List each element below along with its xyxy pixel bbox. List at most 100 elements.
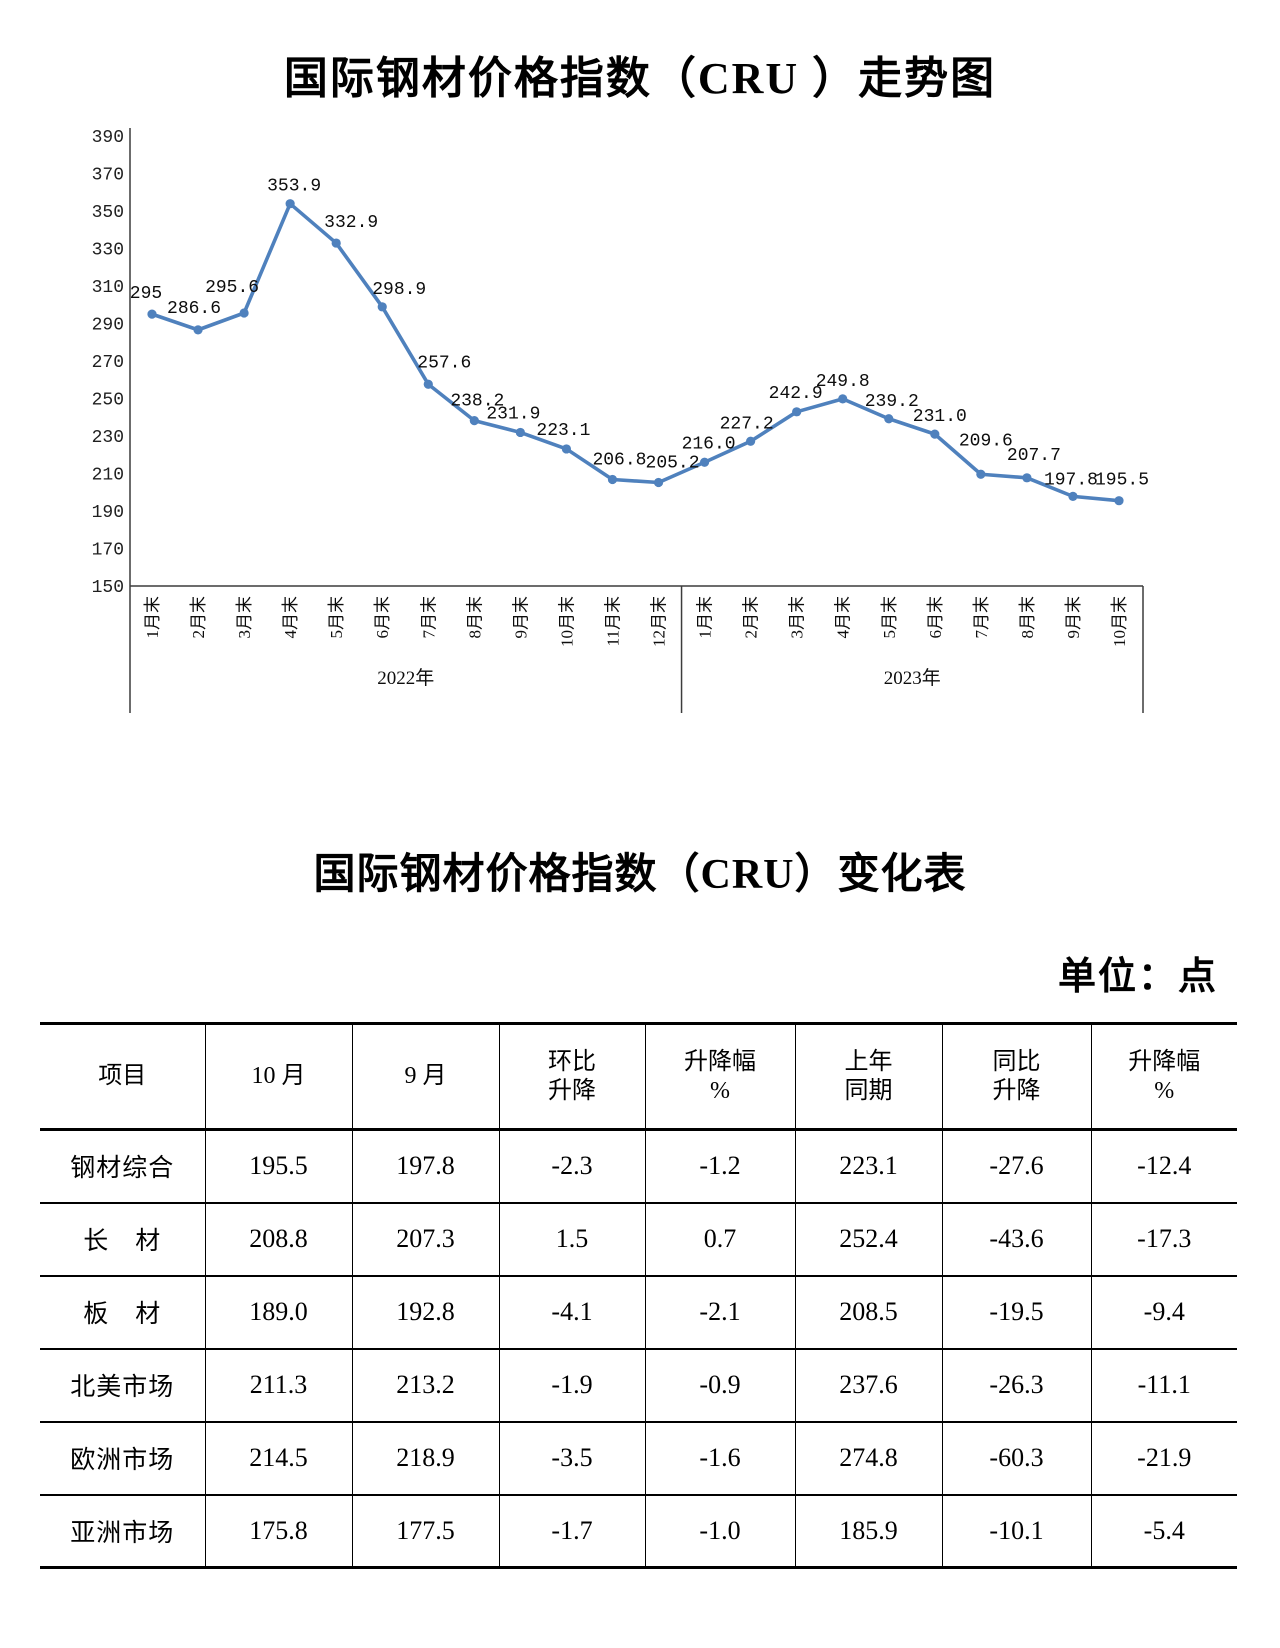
table-header-cell: 项目	[40, 1023, 206, 1130]
x-axis-month-label: 4月末	[834, 596, 853, 639]
data-point-marker	[331, 238, 341, 248]
table-header-line: 10 月	[251, 1063, 306, 1090]
y-axis-tick-label: 190	[92, 503, 124, 523]
table-header-cell: 上年 同期	[794, 1023, 943, 1130]
table-header-line: 升降幅	[1128, 1049, 1201, 1076]
row-label: 北美市场	[40, 1348, 206, 1422]
table-cell: -1.9	[498, 1348, 646, 1422]
table-header-cell: 同比 升降	[941, 1023, 1092, 1130]
table-cell: -21.9	[1090, 1421, 1237, 1495]
table-cell: -2.1	[644, 1275, 796, 1349]
data-point-marker	[1114, 496, 1124, 506]
table-cell: 208.8	[204, 1202, 353, 1276]
y-axis-tick-label: 210	[92, 466, 124, 486]
y-axis-tick-label: 170	[92, 541, 124, 561]
x-axis-month-label: 1月末	[696, 596, 715, 639]
x-axis-month-label: 5月末	[327, 596, 346, 639]
table-cell: 223.1	[794, 1129, 943, 1203]
data-point-marker	[193, 325, 203, 335]
table-cell: -43.6	[941, 1202, 1092, 1276]
y-axis-tick-label: 270	[92, 353, 124, 373]
data-point-label: 242.9	[769, 384, 823, 404]
plot-area: 150 170 190 210 230 250 270 290 310 330 350 370 390 1…	[92, 128, 1149, 713]
table-header-cell: 升降幅%	[1090, 1023, 1237, 1130]
data-point-marker	[746, 436, 756, 446]
data-point-marker	[239, 308, 249, 318]
y-axis-tick-label: 330	[92, 241, 124, 261]
data-point-label: 249.8	[816, 372, 870, 392]
table-row: 北美市场 211.3 213.2 -1.9 -0.9 237.6 -26.3 -11.1	[40, 1348, 1237, 1422]
x-axis-month-label: 9月末	[511, 596, 530, 639]
table-cell: 218.9	[351, 1421, 500, 1495]
data-point-label: 332.9	[324, 213, 378, 233]
table-cell: 211.3	[204, 1348, 353, 1422]
table-cell: -5.4	[1090, 1494, 1237, 1568]
table-cell: -12.4	[1090, 1129, 1237, 1203]
table-cell: 214.5	[204, 1421, 353, 1495]
table-cell: 213.2	[351, 1348, 500, 1422]
data-point-marker	[423, 379, 433, 389]
table-header-cell: 环比 升降	[498, 1023, 646, 1130]
data-point-marker	[884, 414, 894, 424]
table-header-line: 环比	[548, 1049, 596, 1076]
table-cell: -1.7	[498, 1494, 646, 1568]
data-point-label: 223.1	[536, 421, 590, 441]
data-point-label: 238.2	[450, 392, 504, 412]
table-header-line: 升降	[548, 1077, 596, 1104]
table-cell: 0.7	[644, 1202, 796, 1276]
table-cell: -27.6	[941, 1129, 1092, 1203]
data-point-label: 216.0	[682, 434, 736, 454]
data-point-marker	[469, 416, 479, 426]
data-point-marker	[561, 444, 572, 454]
table-cell: 274.8	[794, 1421, 943, 1495]
table-header-cell: 9 月	[351, 1023, 500, 1130]
y-axis-tick-label: 370	[92, 166, 124, 186]
table-row: 板 材 189.0 192.8 -4.1 -2.1 208.5 -19.5 -9.4	[40, 1275, 1237, 1349]
table-cell: 177.5	[351, 1494, 500, 1568]
table-cell: 192.8	[351, 1275, 500, 1349]
x-axis-month-label: 10月末	[1110, 596, 1129, 647]
x-axis-month-label: 7月末	[972, 596, 991, 639]
data-point-label: 231.9	[486, 404, 540, 424]
table-cell: 195.5	[204, 1129, 353, 1203]
table-cell: 237.6	[794, 1348, 943, 1422]
x-axis-month-label: 3月末	[788, 596, 807, 639]
data-point-marker	[976, 469, 986, 479]
data-point-label: 227.2	[720, 414, 774, 434]
data-point-label: 286.6	[167, 299, 221, 319]
table-header-line: 升降幅	[684, 1049, 756, 1076]
row-label: 长 材	[40, 1202, 206, 1276]
row-label: 亚洲市场	[40, 1494, 206, 1568]
series-line	[150, 201, 1121, 503]
x-axis-month-label: 5月末	[880, 596, 899, 639]
table-header-line: %	[710, 1077, 730, 1104]
row-label: 板 材	[40, 1275, 206, 1349]
table-header-line: 9 月	[404, 1063, 447, 1090]
data-point-marker	[515, 427, 525, 438]
x-axis-month-label: 6月末	[373, 596, 392, 639]
data-point-label: 231.0	[913, 407, 967, 427]
table-header-line: 同期	[844, 1077, 893, 1104]
x-axis-month-label: 10月末	[557, 596, 576, 647]
x-axis-month-label: 8月末	[465, 596, 484, 639]
data-point-marker	[1022, 473, 1032, 483]
data-point-marker	[699, 457, 710, 467]
table-header-line: 项目	[98, 1063, 147, 1090]
data-point-label: 195.5	[1095, 471, 1149, 491]
x-axis-month-label: 2月末	[189, 596, 208, 639]
table-cell: -4.1	[498, 1275, 646, 1349]
chart-title: 国际钢材价格指数（CRU ）走势图	[283, 54, 997, 103]
trend-chart: 150 170 190 210 230 250 270 290 310 330 350 370 390 1…	[0, 108, 1280, 740]
unit-note: 单位：点	[1057, 956, 1218, 998]
table-row: 长 材 208.8 207.3 1.5 0.7 252.4 -43.6 -17.3	[40, 1202, 1237, 1276]
table-cell: -19.5	[941, 1275, 1092, 1349]
table-cell: 197.8	[351, 1129, 500, 1203]
table-cell: 252.4	[794, 1202, 943, 1276]
x-axis-month-label: 1月末	[143, 596, 162, 639]
x-axis-month-label: 4月末	[281, 596, 300, 639]
table-row: 钢材综合 195.5 197.8 -2.3 -1.2 223.1 -27.6 -12.4	[40, 1129, 1237, 1203]
y-axis-tick-label: 310	[92, 278, 124, 298]
table-header-line: 上年	[844, 1049, 893, 1076]
table-cell: -10.1	[941, 1494, 1092, 1568]
